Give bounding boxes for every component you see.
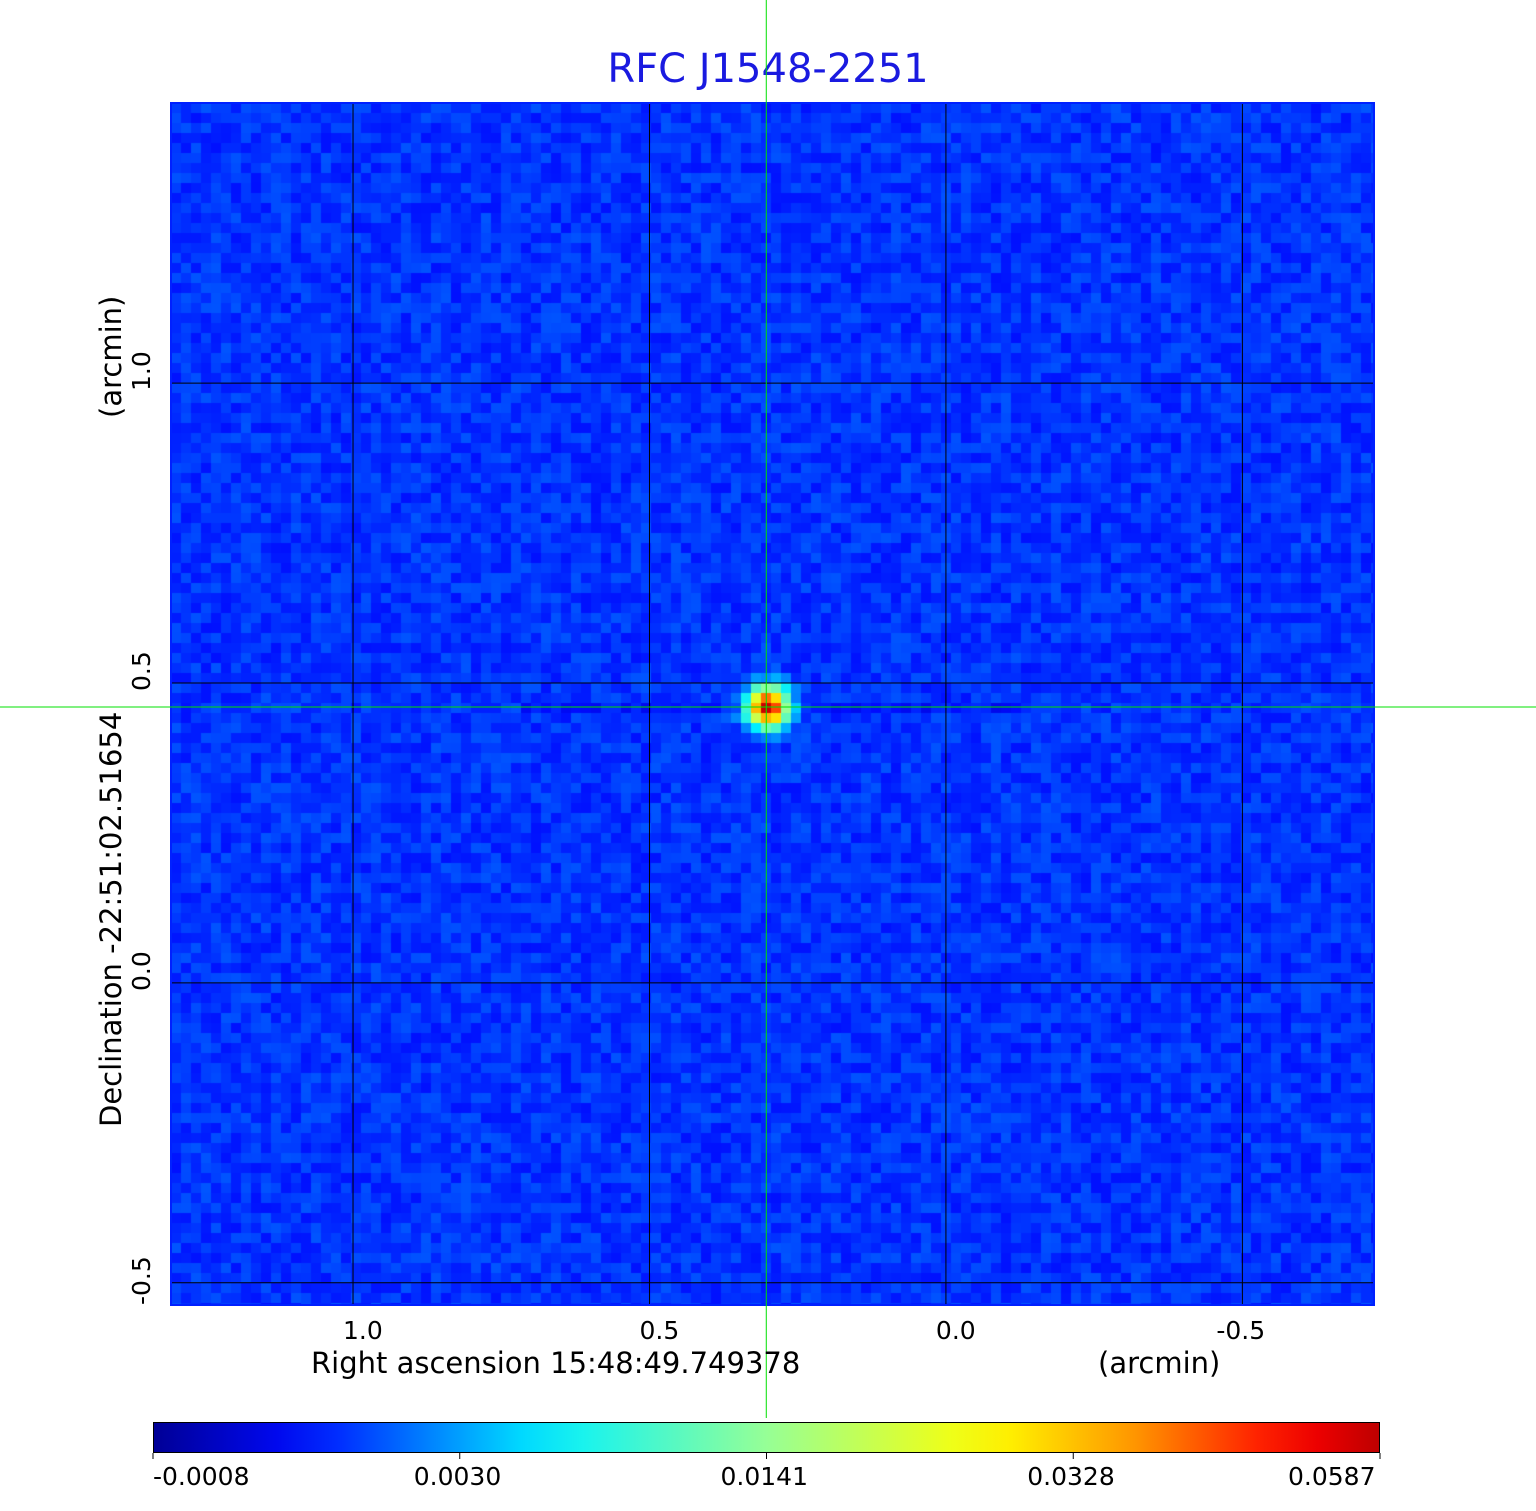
- x-tick-label: -0.5: [1216, 1316, 1266, 1345]
- image-raster: [171, 103, 1374, 1305]
- plot-frame: [170, 102, 1375, 1306]
- x-tick-label: 0.5: [639, 1316, 680, 1345]
- colorbar-tick-label: 0.0328: [1027, 1462, 1115, 1491]
- y-axis-label: Declination -22:51:02.51654: [94, 711, 128, 1127]
- y-tick-label: -0.5: [127, 1256, 156, 1305]
- y-axis-unit: (arcmin): [94, 295, 128, 418]
- y-tick-label: 0.5: [127, 651, 156, 691]
- colorbar-tick-label: 0.0587: [1288, 1462, 1376, 1491]
- x-tick-label: 1.0: [343, 1316, 383, 1345]
- x-axis-label: Right ascension 15:48:49.749378: [311, 1346, 801, 1380]
- x-axis-unit: (arcmin): [1098, 1346, 1221, 1380]
- chart-title: RFC J1548-2251: [607, 46, 929, 92]
- colorbar-tick-label: -0.0008: [153, 1462, 250, 1491]
- colorbar-tick-label: 0.0141: [720, 1462, 808, 1491]
- colorbar-tick-label: 0.0030: [413, 1462, 502, 1491]
- y-tick-label: 0.0: [127, 951, 156, 991]
- y-tick-label: 1.0: [127, 351, 156, 392]
- x-tick-label: 0.0: [935, 1316, 976, 1345]
- colorbar: [153, 1422, 1380, 1453]
